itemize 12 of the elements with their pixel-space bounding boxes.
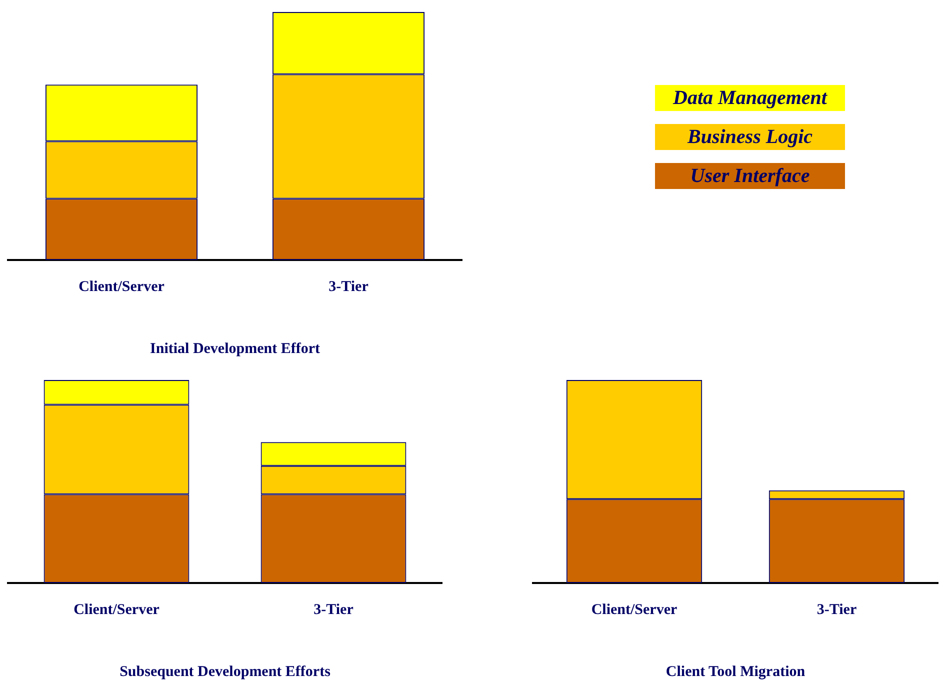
text: Client Tool Migration: [666, 664, 806, 680]
x-tick-label: Client/Server: [591, 602, 678, 618]
text: User Interface: [655, 163, 845, 189]
x-tick-label: Client/Server: [78, 278, 165, 295]
x-tick-label: Client/Server: [74, 602, 160, 618]
text: Initial Development Effort: [150, 340, 320, 357]
text: Business Logic: [655, 124, 845, 150]
x-tick-label: 3-Tier: [314, 602, 354, 618]
text: Data Management: [655, 85, 845, 111]
text: Subsequent Development Efforts: [120, 664, 331, 680]
x-tick-label: 3-Tier: [816, 602, 857, 618]
x-tick-label: 3-Tier: [328, 278, 369, 295]
